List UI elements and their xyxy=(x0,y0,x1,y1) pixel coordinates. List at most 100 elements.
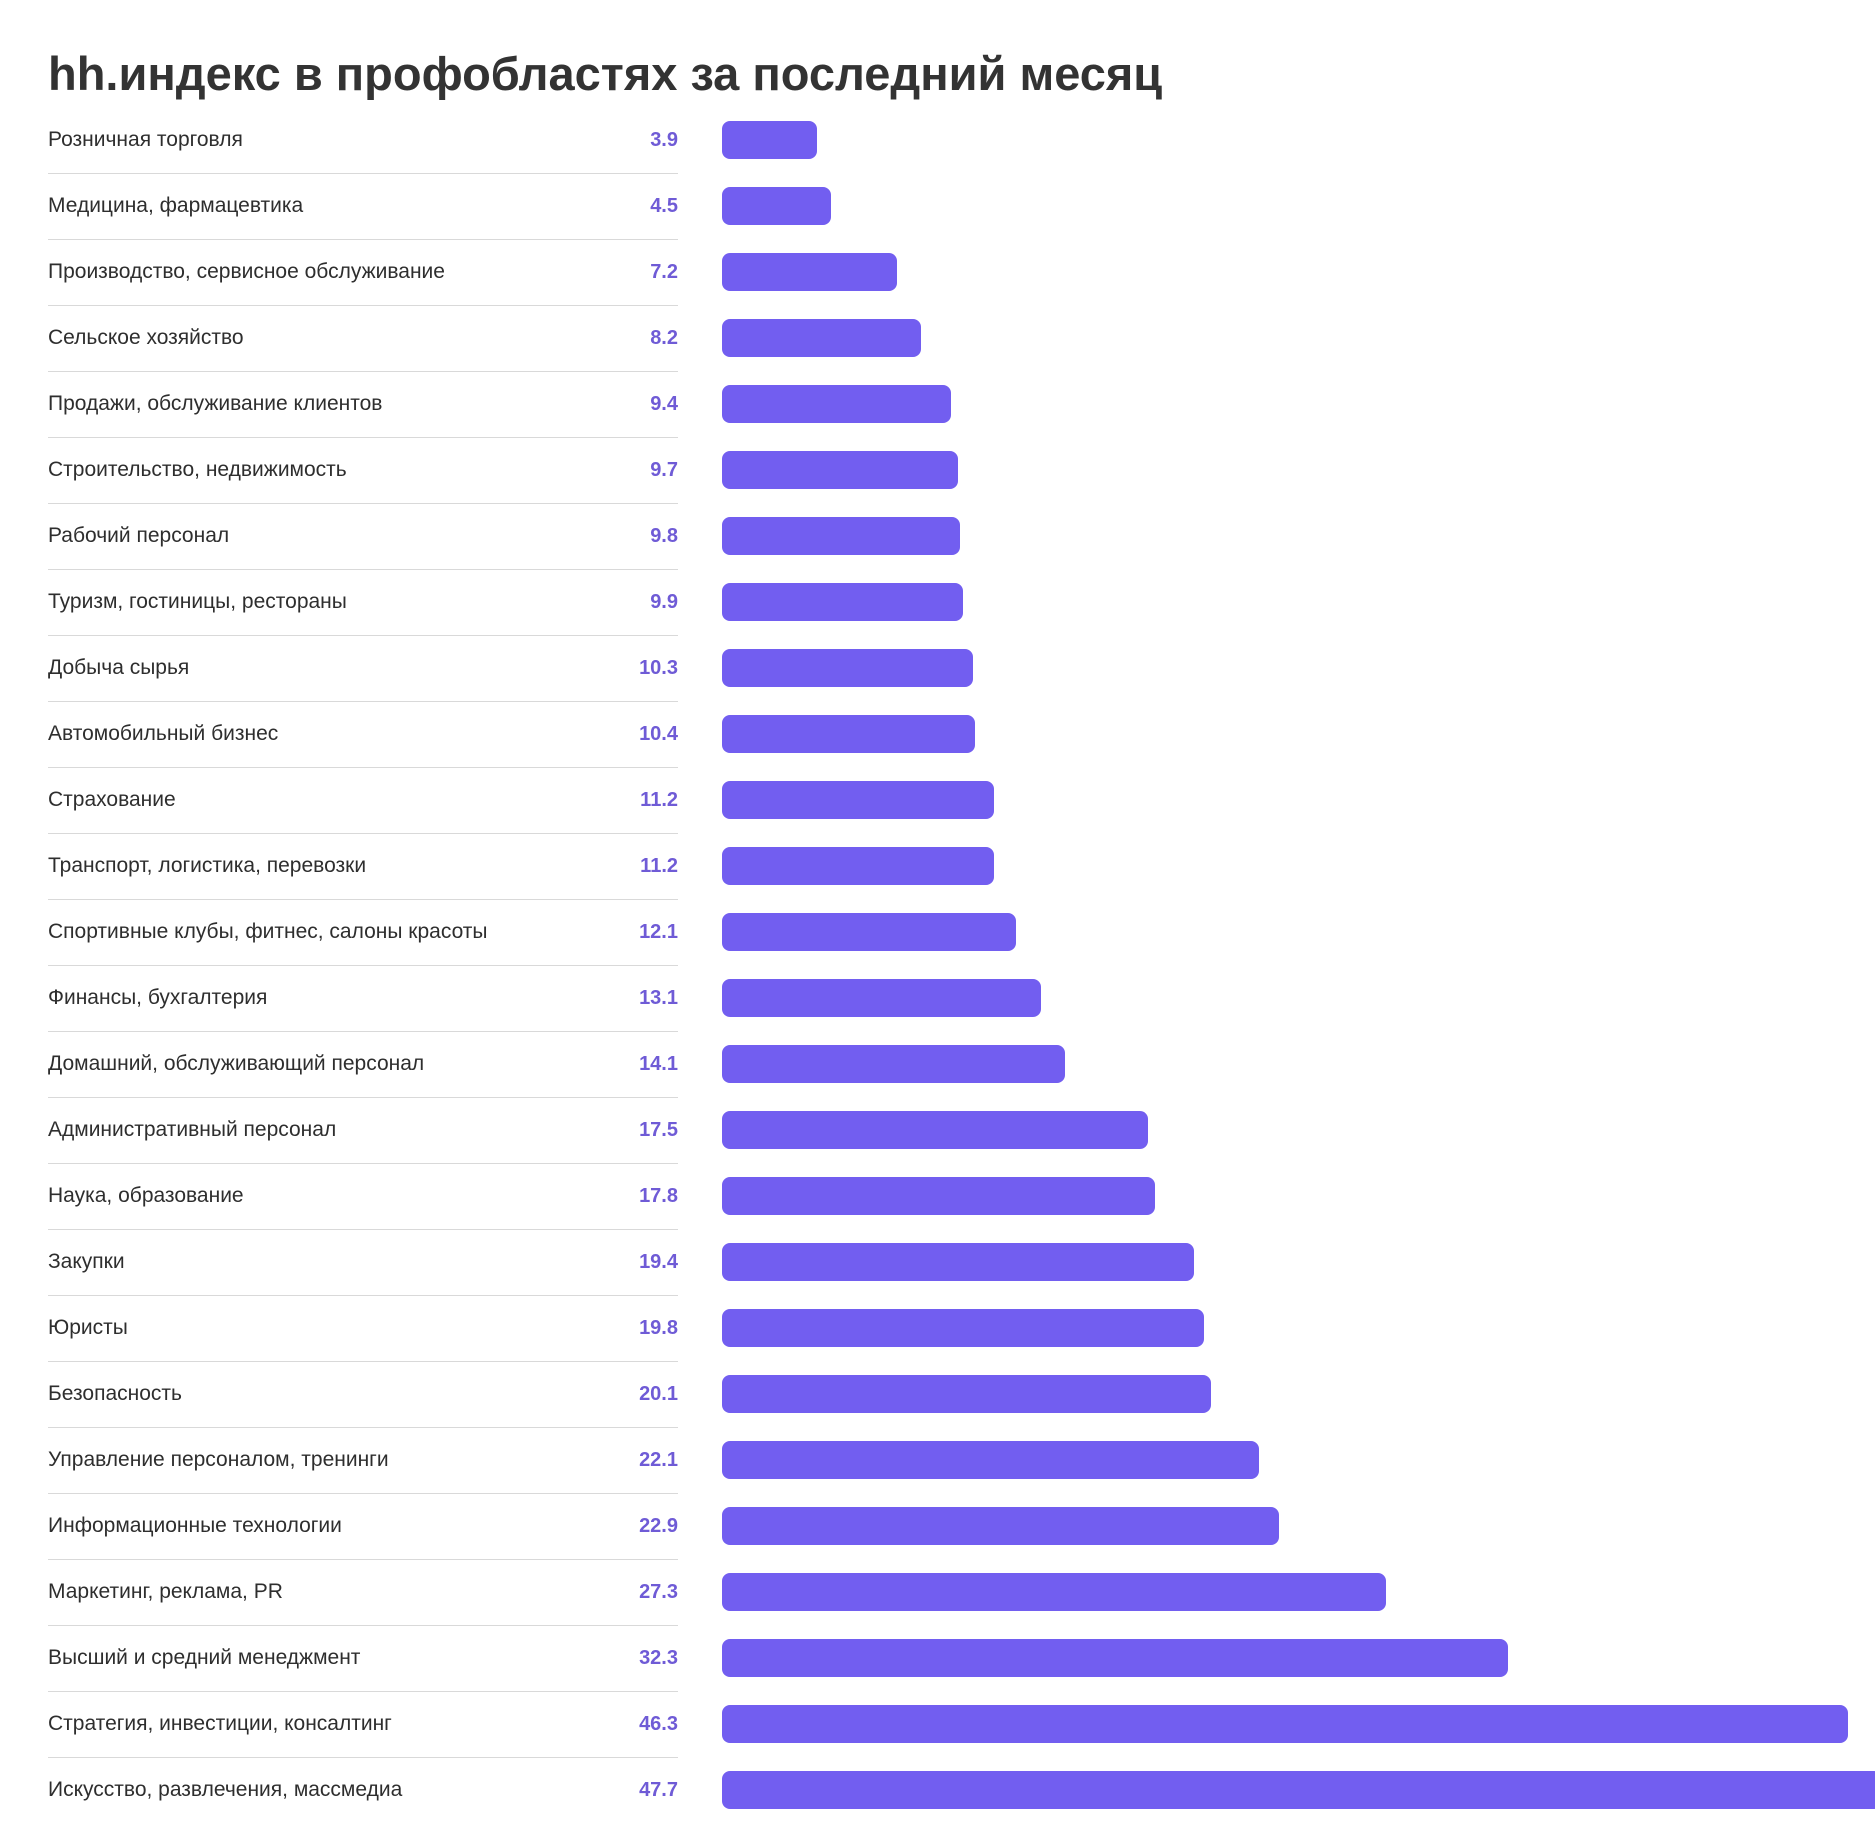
bar xyxy=(722,517,961,555)
value-label: 9.9 xyxy=(650,591,678,613)
value-label: 17.5 xyxy=(639,1119,678,1141)
row-divider xyxy=(48,1691,678,1692)
chart-row: Юристы 19.8 xyxy=(48,1295,1844,1362)
bar xyxy=(722,1573,1386,1611)
category-label: Строительство, недвижимость xyxy=(48,458,347,481)
bar xyxy=(722,1243,1194,1281)
chart-row: Производство, сервисное обслуживание 7.2 xyxy=(48,239,1844,306)
row-divider xyxy=(48,1163,678,1164)
value-label: 10.3 xyxy=(639,657,678,679)
bar xyxy=(722,1441,1260,1479)
chart-row: Спортивные клубы, фитнес, салоны красоты… xyxy=(48,899,1844,966)
category-label: Стратегия, инвестиции, консалтинг xyxy=(48,1712,392,1735)
category-label: Управление персоналом, тренинги xyxy=(48,1448,389,1471)
row-divider xyxy=(48,1097,678,1098)
bar xyxy=(722,1771,1875,1809)
row-divider xyxy=(48,1295,678,1296)
value-label: 46.3 xyxy=(639,1713,678,1735)
category-label: Сельское хозяйство xyxy=(48,326,244,349)
chart-row: Продажи, обслуживание клиентов 9.4 xyxy=(48,371,1844,438)
category-label: Наука, образование xyxy=(48,1184,244,1207)
row-divider xyxy=(48,371,678,372)
value-label: 32.3 xyxy=(639,1647,678,1669)
bar xyxy=(722,1309,1204,1347)
category-label: Высший и средний менеджмент xyxy=(48,1646,361,1669)
value-label: 7.2 xyxy=(650,261,678,283)
chart-row: Медицина, фармацевтика 4.5 xyxy=(48,173,1844,240)
chart-row: Домашний, обслуживающий персонал 14.1 xyxy=(48,1031,1844,1098)
row-divider xyxy=(48,965,678,966)
value-label: 19.8 xyxy=(639,1317,678,1339)
value-label: 9.4 xyxy=(650,393,678,415)
bar xyxy=(722,187,832,225)
value-label: 20.1 xyxy=(639,1383,678,1405)
row-divider xyxy=(48,1625,678,1626)
value-label: 47.7 xyxy=(639,1779,678,1801)
row-divider xyxy=(48,239,678,240)
chart-row: Рабочий персонал 9.8 xyxy=(48,503,1844,570)
bar xyxy=(722,451,958,489)
category-label: Информационные технологии xyxy=(48,1514,342,1537)
value-label: 27.3 xyxy=(639,1581,678,1603)
row-divider xyxy=(48,1361,678,1362)
row-divider xyxy=(48,569,678,570)
chart-row: Строительство, недвижимость 9.7 xyxy=(48,437,1844,504)
row-divider xyxy=(48,701,678,702)
row-divider xyxy=(48,1427,678,1428)
chart-row: Стратегия, инвестиции, консалтинг 46.3 xyxy=(48,1691,1848,1758)
bar xyxy=(722,583,963,621)
category-label: Спортивные клубы, фитнес, салоны красоты xyxy=(48,920,488,943)
value-label: 19.4 xyxy=(639,1251,678,1273)
value-label: 17.8 xyxy=(639,1185,678,1207)
value-label: 3.9 xyxy=(650,129,678,151)
chart-row: Информационные технологии 22.9 xyxy=(48,1493,1844,1560)
category-label: Маркетинг, реклама, PR xyxy=(48,1580,283,1603)
bar xyxy=(722,1639,1508,1677)
value-label: 8.2 xyxy=(650,327,678,349)
category-label: Безопасность xyxy=(48,1382,182,1405)
row-divider xyxy=(48,899,678,900)
category-label: Медицина, фармацевтика xyxy=(48,194,304,217)
row-divider xyxy=(48,1559,678,1560)
row-divider xyxy=(48,635,678,636)
category-label: Закупки xyxy=(48,1250,125,1273)
bar xyxy=(722,913,1017,951)
chart-row: Безопасность 20.1 xyxy=(48,1361,1844,1428)
value-label: 10.4 xyxy=(639,723,678,745)
value-label: 22.9 xyxy=(639,1515,678,1537)
bar xyxy=(722,1045,1065,1083)
category-label: Туризм, гостиницы, рестораны xyxy=(48,590,347,613)
bar xyxy=(722,1507,1279,1545)
bar xyxy=(722,121,817,159)
category-label: Продажи, обслуживание клиентов xyxy=(48,392,383,415)
category-label: Финансы, бухгалтерия xyxy=(48,986,268,1009)
bar xyxy=(722,649,973,687)
chart-row: Закупки 19.4 xyxy=(48,1229,1844,1296)
row-divider xyxy=(48,1031,678,1032)
row-divider xyxy=(48,1757,678,1758)
value-label: 4.5 xyxy=(650,195,678,217)
bar xyxy=(722,253,898,291)
chart-row: Автомобильный бизнес 10.4 xyxy=(48,701,1844,768)
category-label: Розничная торговля xyxy=(48,128,243,151)
category-label: Страхование xyxy=(48,788,176,811)
chart-row: Маркетинг, реклама, PR 27.3 xyxy=(48,1559,1844,1626)
chart-row: Административный персонал 17.5 xyxy=(48,1097,1844,1164)
row-divider xyxy=(48,1493,678,1494)
value-label: 11.2 xyxy=(640,789,678,811)
category-label: Автомобильный бизнес xyxy=(48,722,279,745)
bar xyxy=(722,847,995,885)
category-label: Административный персонал xyxy=(48,1118,337,1141)
category-label: Рабочий персонал xyxy=(48,524,230,547)
value-label: 22.1 xyxy=(639,1449,678,1471)
bar xyxy=(722,979,1041,1017)
value-label: 9.7 xyxy=(650,459,678,481)
chart-row: Наука, образование 17.8 xyxy=(48,1163,1844,1230)
bar xyxy=(722,715,975,753)
category-label: Юристы xyxy=(48,1316,128,1339)
bar xyxy=(722,1177,1155,1215)
bar xyxy=(722,1111,1148,1149)
row-divider xyxy=(48,1229,678,1230)
chart-row: Розничная торговля 3.9 xyxy=(48,107,1844,174)
